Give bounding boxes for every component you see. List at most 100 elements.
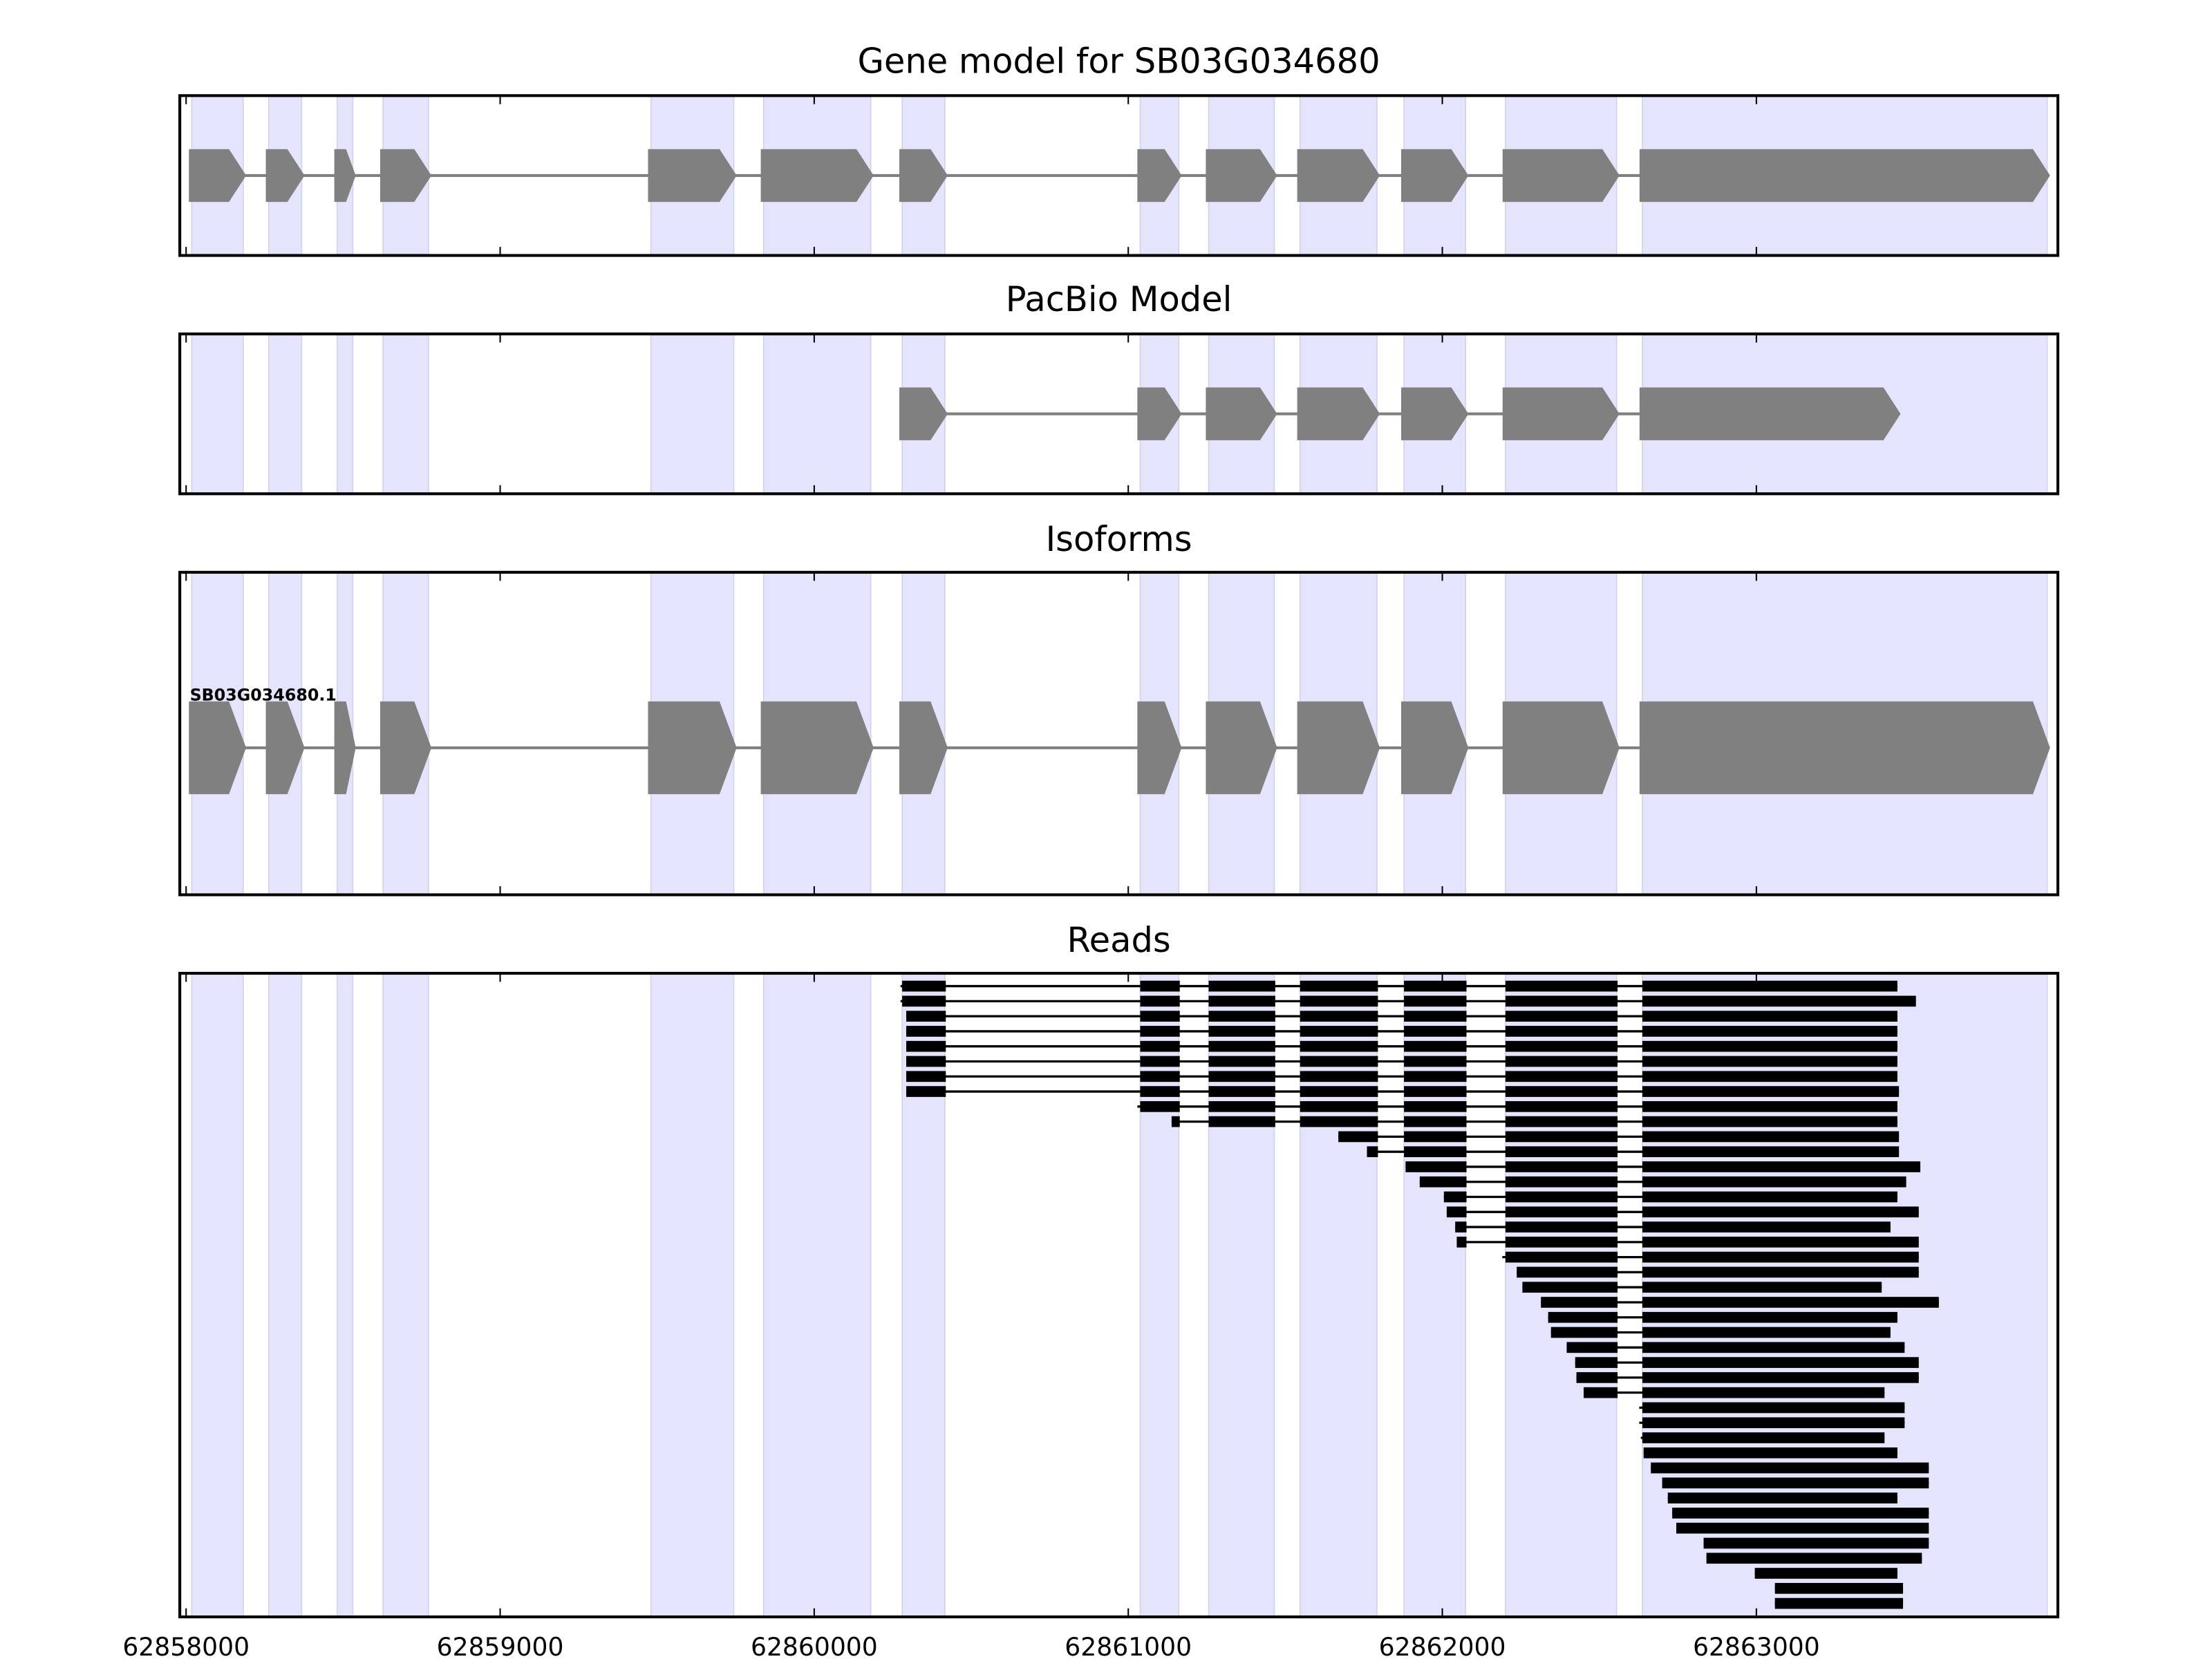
panel-title: Reads xyxy=(1067,920,1170,960)
x-tick-label: 62859000 xyxy=(437,1632,564,1659)
x-tick-label: 62860000 xyxy=(751,1632,878,1659)
read-block xyxy=(902,995,946,1007)
read-block xyxy=(1140,1056,1180,1067)
read xyxy=(906,1026,1897,1037)
read xyxy=(1754,1568,1897,1579)
read-block xyxy=(906,1011,946,1022)
exon-arrow xyxy=(265,149,305,203)
exon-band xyxy=(650,333,735,495)
read-block xyxy=(1642,1402,1905,1414)
read-block xyxy=(1642,1131,1900,1143)
read-block xyxy=(1140,1086,1180,1097)
read-block xyxy=(1642,1040,1897,1052)
read-block xyxy=(1517,1266,1618,1278)
read-block xyxy=(1208,1086,1275,1097)
read-block xyxy=(1703,1537,1929,1549)
exon-band xyxy=(382,973,429,1618)
read xyxy=(1443,1191,1897,1203)
read-block xyxy=(1548,1311,1618,1323)
read-block xyxy=(1140,980,1180,992)
read xyxy=(1566,1342,1905,1353)
exon-arrow xyxy=(1137,387,1182,440)
read-block xyxy=(1404,1131,1467,1143)
exon-band xyxy=(268,333,303,495)
read-block xyxy=(1140,1100,1180,1112)
exon-arrow xyxy=(899,149,948,203)
read-block xyxy=(1642,1432,1885,1443)
read-block xyxy=(906,1086,946,1097)
exon-arrow xyxy=(189,701,247,794)
read xyxy=(900,980,1897,992)
read xyxy=(1550,1327,1891,1338)
read-block xyxy=(1208,1026,1275,1037)
read-block xyxy=(1642,1100,1897,1112)
read xyxy=(1703,1537,1929,1549)
exon-arrow xyxy=(1297,149,1380,203)
exon-band xyxy=(1299,973,1378,1618)
exon-arrow xyxy=(1639,387,1901,440)
read xyxy=(1367,1146,1900,1158)
read-block xyxy=(1208,1116,1275,1127)
read-block xyxy=(1706,1553,1922,1564)
read-block xyxy=(906,1056,946,1067)
read xyxy=(1774,1597,1904,1609)
exon-band xyxy=(268,973,303,1618)
read-block xyxy=(1642,1086,1900,1097)
read-block xyxy=(1541,1297,1618,1308)
read-block xyxy=(1642,1387,1885,1398)
read-block xyxy=(1505,1071,1618,1082)
read-block xyxy=(1171,1116,1180,1127)
read-block xyxy=(1300,1040,1378,1052)
read-block xyxy=(1642,1056,1897,1067)
read-block xyxy=(1505,1146,1618,1158)
read-block xyxy=(1505,1161,1618,1172)
read xyxy=(1548,1311,1897,1323)
read-block xyxy=(1672,1508,1929,1519)
read-block xyxy=(1754,1568,1897,1579)
read xyxy=(1639,1417,1905,1429)
read-block xyxy=(1208,1040,1275,1052)
exon-arrow xyxy=(1400,149,1469,203)
exon-arrow xyxy=(1502,701,1620,794)
read xyxy=(1517,1266,1919,1278)
exon-band xyxy=(762,333,872,495)
exon-band xyxy=(1505,973,1618,1618)
panel-model: Gene model for SB03G034680 xyxy=(178,41,2060,257)
read-block xyxy=(1505,1251,1618,1263)
read-block xyxy=(1300,1056,1378,1067)
exon-arrow xyxy=(334,701,356,794)
read-block xyxy=(1140,1040,1180,1052)
read-block xyxy=(1419,1176,1467,1188)
exon-arrow xyxy=(265,701,305,794)
read-block xyxy=(1505,1026,1618,1037)
read-block xyxy=(1583,1387,1618,1398)
axes-frame xyxy=(178,971,2060,1619)
read-block xyxy=(1404,1040,1467,1052)
read xyxy=(906,1011,1897,1022)
exon-band xyxy=(382,333,429,495)
read-block xyxy=(1404,1100,1467,1112)
read xyxy=(1541,1297,1939,1308)
read-block xyxy=(1642,1297,1939,1308)
read xyxy=(1676,1522,1929,1534)
read xyxy=(1667,1492,1897,1503)
exon-arrow xyxy=(334,149,356,203)
read-block xyxy=(1642,1221,1891,1232)
read-block xyxy=(1642,1011,1897,1022)
exon-arrow xyxy=(1297,387,1380,440)
read-block xyxy=(1404,980,1467,992)
read xyxy=(1640,1432,1885,1443)
read-block xyxy=(1505,1011,1618,1022)
panel-reads: Reads 62858000 62859000 62860000 62861000 628… xyxy=(122,920,2060,1659)
read xyxy=(906,1086,1900,1097)
read-block xyxy=(1300,1011,1378,1022)
read-block xyxy=(906,1040,946,1052)
read-block xyxy=(1662,1477,1929,1489)
read-block xyxy=(1505,1176,1618,1188)
panel-isoform: Isoforms SB03G034680.1 xyxy=(178,519,2060,897)
read-block xyxy=(1404,995,1467,1007)
exon-band xyxy=(191,333,244,495)
read-block xyxy=(1300,1026,1378,1037)
read-block xyxy=(1300,995,1378,1007)
exon-arrow xyxy=(760,701,874,794)
